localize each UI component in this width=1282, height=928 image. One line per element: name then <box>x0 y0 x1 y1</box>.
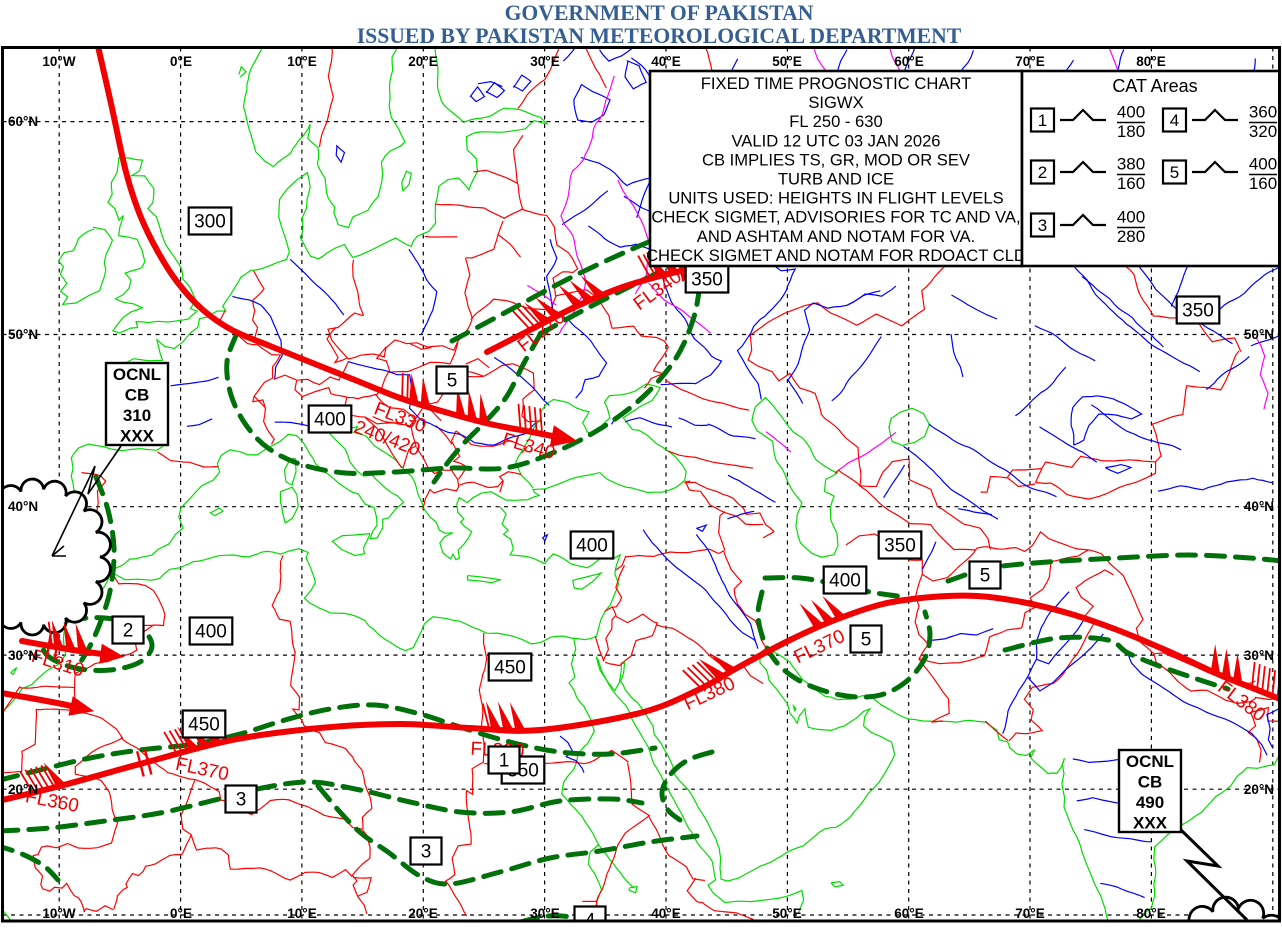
svg-text:TURB AND ICE: TURB AND ICE <box>778 170 894 189</box>
svg-text:20°E: 20°E <box>408 54 437 69</box>
svg-text:30°E: 30°E <box>530 906 559 921</box>
svg-text:CHECK SIGMET AND NOTAM FOR RDO: CHECK SIGMET AND NOTAM FOR RDOACT CLD <box>646 246 1026 265</box>
svg-text:320: 320 <box>1249 122 1277 141</box>
svg-text:60°E: 60°E <box>894 54 923 69</box>
svg-text:380: 380 <box>1117 155 1145 174</box>
svg-text:60°N: 60°N <box>8 114 38 129</box>
svg-text:SIGWX: SIGWX <box>808 93 863 112</box>
svg-text:180: 180 <box>1117 122 1145 141</box>
svg-text:OCNL: OCNL <box>113 365 161 384</box>
svg-text:400: 400 <box>314 410 346 431</box>
svg-text:70°E: 70°E <box>1015 54 1044 69</box>
svg-text:310: 310 <box>123 406 151 425</box>
svg-text:CAT Areas: CAT Areas <box>1112 76 1197 96</box>
svg-text:160: 160 <box>1117 174 1145 193</box>
svg-text:40°N: 40°N <box>8 499 38 514</box>
svg-text:FIXED TIME PROGNOSTIC CHART: FIXED TIME PROGNOSTIC CHART <box>701 74 971 93</box>
svg-text:400: 400 <box>195 622 227 643</box>
svg-text:50°E: 50°E <box>772 906 801 921</box>
svg-text:400: 400 <box>829 571 861 592</box>
svg-text:OCNL: OCNL <box>1126 752 1174 771</box>
svg-text:10°W: 10°W <box>42 906 75 921</box>
svg-text:40°N: 40°N <box>1244 499 1274 514</box>
svg-text:10°W: 10°W <box>42 54 75 69</box>
svg-text:80°E: 80°E <box>1136 54 1165 69</box>
svg-text:10°E: 10°E <box>287 54 316 69</box>
svg-text:CB: CB <box>125 386 150 405</box>
svg-text:1: 1 <box>499 751 510 772</box>
svg-text:XXX: XXX <box>1133 814 1168 833</box>
svg-text:400: 400 <box>1117 103 1145 122</box>
svg-text:400: 400 <box>1117 208 1145 227</box>
svg-text:60°E: 60°E <box>894 906 923 921</box>
svg-text:80°E: 80°E <box>1136 906 1165 921</box>
svg-text:2: 2 <box>1038 163 1047 182</box>
svg-text:20°N: 20°N <box>8 782 38 797</box>
svg-text:3: 3 <box>421 842 432 863</box>
svg-text:5: 5 <box>1170 163 1179 182</box>
svg-text:30°N: 30°N <box>1244 648 1274 663</box>
svg-text:400: 400 <box>1249 155 1277 174</box>
svg-text:280: 280 <box>1117 227 1145 246</box>
svg-text:FL 250 - 630: FL 250 - 630 <box>789 112 882 131</box>
svg-text:1: 1 <box>1038 111 1047 130</box>
svg-text:360: 360 <box>1249 103 1277 122</box>
svg-text:4: 4 <box>585 911 596 928</box>
svg-text:10°E: 10°E <box>287 906 316 921</box>
svg-text:40°E: 40°E <box>651 906 680 921</box>
svg-text:30°N: 30°N <box>8 648 38 663</box>
svg-text:490: 490 <box>1136 793 1164 812</box>
svg-text:UNITS USED: HEIGHTS IN FLIGHT: UNITS USED: HEIGHTS IN FLIGHT LEVELS <box>668 189 1003 208</box>
svg-text:5: 5 <box>980 566 991 587</box>
svg-text:5: 5 <box>861 630 872 651</box>
svg-text:160: 160 <box>1249 174 1277 193</box>
svg-text:20°E: 20°E <box>408 906 437 921</box>
svg-text:CHECK SIGMET, ADVISORIES FOR T: CHECK SIGMET, ADVISORIES FOR TC AND VA, <box>651 208 1020 227</box>
svg-text:50°E: 50°E <box>772 54 801 69</box>
svg-text:XXX: XXX <box>120 427 155 446</box>
svg-text:2: 2 <box>123 621 134 642</box>
svg-text:5: 5 <box>447 371 458 392</box>
svg-text:VALID 12 UTC 03 JAN 2026: VALID 12 UTC 03 JAN 2026 <box>731 131 940 150</box>
svg-text:50°N: 50°N <box>8 327 38 342</box>
svg-text:GOVERNMENT OF PAKISTAN: GOVERNMENT OF PAKISTAN <box>505 1 814 25</box>
svg-text:4: 4 <box>1170 111 1179 130</box>
svg-text:20°N: 20°N <box>1244 782 1274 797</box>
svg-text:0°E: 0°E <box>170 54 192 69</box>
svg-text:350: 350 <box>884 536 916 557</box>
svg-text:400: 400 <box>576 536 608 557</box>
svg-text:350: 350 <box>691 270 723 291</box>
svg-text:450: 450 <box>188 715 220 736</box>
svg-text:0°E: 0°E <box>170 906 192 921</box>
svg-text:40°E: 40°E <box>651 54 680 69</box>
svg-text:450: 450 <box>494 658 526 679</box>
svg-text:50°N: 50°N <box>1244 327 1274 342</box>
svg-text:300: 300 <box>194 212 226 233</box>
svg-text:CB: CB <box>1138 773 1163 792</box>
svg-text:70°E: 70°E <box>1015 906 1044 921</box>
svg-text:AND ASHTAM AND NOTAM FOR VA.: AND ASHTAM AND NOTAM FOR VA. <box>697 227 975 246</box>
svg-text:30°E: 30°E <box>530 54 559 69</box>
svg-text:ISSUED BY PAKISTAN METEOROLOGI: ISSUED BY PAKISTAN METEOROLOGICAL DEPART… <box>357 24 962 48</box>
svg-text:3: 3 <box>1038 216 1047 235</box>
svg-text:CB IMPLIES TS, GR, MOD OR SEV: CB IMPLIES TS, GR, MOD OR SEV <box>702 150 970 169</box>
svg-text:350: 350 <box>1182 301 1214 322</box>
svg-text:3: 3 <box>236 790 247 811</box>
